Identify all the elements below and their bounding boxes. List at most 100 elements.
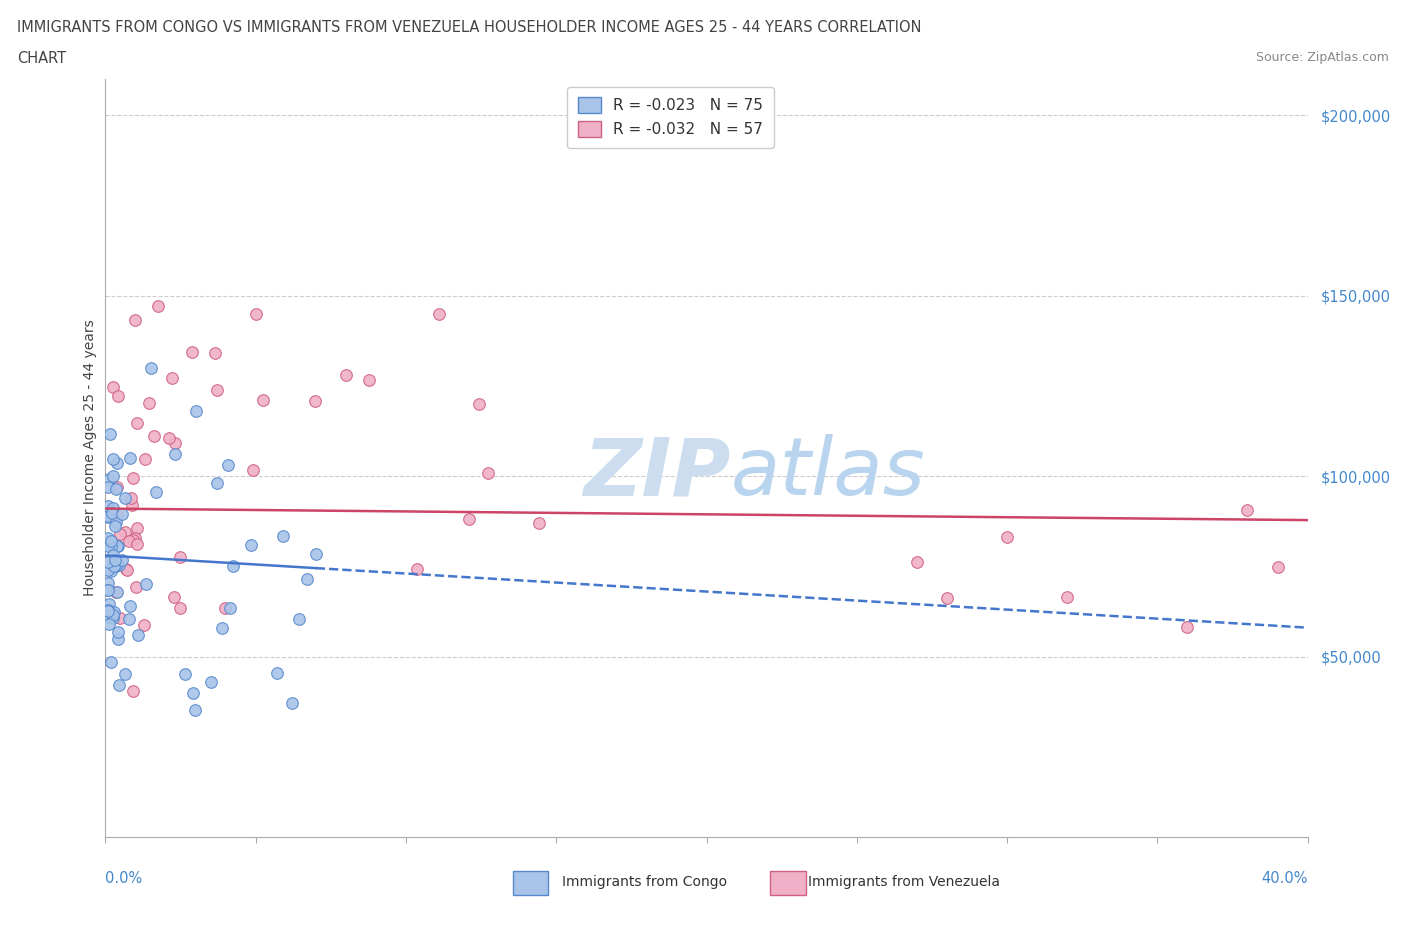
Point <box>529 515 551 530</box>
Text: CHART: CHART <box>17 51 66 66</box>
Point <box>101 379 124 394</box>
Point <box>169 550 191 565</box>
Point <box>157 431 180 445</box>
Point <box>108 611 131 626</box>
Bar <box>513 871 548 895</box>
Text: 0.0%: 0.0% <box>105 871 142 886</box>
Point <box>145 485 167 499</box>
Point <box>111 507 134 522</box>
Point <box>105 509 128 524</box>
Point <box>107 538 129 553</box>
Point <box>101 469 124 484</box>
Point <box>108 677 131 692</box>
Point <box>427 306 450 321</box>
Point <box>105 514 128 529</box>
Point <box>304 547 326 562</box>
Point <box>100 563 122 578</box>
Point <box>107 389 129 404</box>
Text: Source: ZipAtlas.com: Source: ZipAtlas.com <box>1256 51 1389 64</box>
Point <box>97 539 120 554</box>
Point <box>905 554 928 569</box>
Point <box>104 519 127 534</box>
Point <box>97 554 120 569</box>
Point <box>335 367 357 382</box>
Point <box>122 684 145 698</box>
Point <box>242 463 264 478</box>
Point <box>101 452 124 467</box>
Point <box>252 392 274 407</box>
Point <box>103 559 125 574</box>
Point <box>97 480 120 495</box>
Legend: R = -0.023   N = 75, R = -0.032   N = 57: R = -0.023 N = 75, R = -0.032 N = 57 <box>567 86 773 148</box>
Point <box>97 603 120 618</box>
Point <box>134 618 156 632</box>
Point <box>458 512 481 526</box>
Point <box>163 590 186 604</box>
Point <box>169 601 191 616</box>
Point <box>266 666 288 681</box>
Point <box>100 654 122 669</box>
Point <box>124 531 146 546</box>
Point <box>97 510 120 525</box>
Point <box>1267 560 1289 575</box>
Point <box>105 455 128 470</box>
Point <box>205 383 228 398</box>
Point <box>101 610 124 625</box>
Point <box>97 604 120 618</box>
Point <box>97 583 120 598</box>
Point <box>124 312 146 327</box>
Point <box>97 498 120 513</box>
Point <box>271 528 294 543</box>
Point <box>214 600 236 615</box>
Text: ZIP: ZIP <box>583 434 731 512</box>
Point <box>125 520 148 535</box>
Point <box>357 373 380 388</box>
Point <box>605 108 627 123</box>
Point <box>101 607 124 622</box>
Point <box>97 576 120 591</box>
Point <box>936 591 959 605</box>
Text: IMMIGRANTS FROM CONGO VS IMMIGRANTS FROM VENEZUELA HOUSEHOLDER INCOME AGES 25 - : IMMIGRANTS FROM CONGO VS IMMIGRANTS FROM… <box>17 20 921 35</box>
Point <box>107 557 129 572</box>
Point <box>103 559 125 574</box>
Point <box>105 539 128 554</box>
Point <box>477 466 499 481</box>
Point <box>103 604 125 619</box>
Point <box>103 559 125 574</box>
Point <box>184 703 207 718</box>
Point <box>143 429 166 444</box>
Point <box>114 491 136 506</box>
Point <box>97 617 120 631</box>
Point <box>100 538 122 553</box>
Point <box>165 436 187 451</box>
Point <box>181 345 204 360</box>
Point <box>97 563 120 578</box>
Point <box>101 505 124 520</box>
Point <box>97 530 120 545</box>
Point <box>207 476 229 491</box>
Point <box>995 529 1018 544</box>
Point <box>125 536 148 551</box>
Point <box>104 584 127 599</box>
Point <box>103 500 125 515</box>
Text: Immigrants from Congo: Immigrants from Congo <box>562 874 727 889</box>
Point <box>239 538 262 552</box>
Point <box>181 685 204 700</box>
Point <box>200 675 222 690</box>
Point <box>97 610 120 625</box>
Point <box>1056 590 1078 604</box>
Point <box>97 582 120 597</box>
Text: 40.0%: 40.0% <box>1261 871 1308 886</box>
Point <box>139 360 162 375</box>
Point <box>121 533 143 548</box>
Point <box>281 696 304 711</box>
Point <box>138 396 160 411</box>
Y-axis label: Householder Income Ages 25 - 44 years: Householder Income Ages 25 - 44 years <box>83 320 97 596</box>
Point <box>115 563 138 578</box>
Point <box>204 345 226 360</box>
Point <box>111 553 134 568</box>
Text: Immigrants from Venezuela: Immigrants from Venezuela <box>808 874 1001 889</box>
Point <box>98 472 121 486</box>
Point <box>104 552 127 567</box>
Point <box>165 446 187 461</box>
